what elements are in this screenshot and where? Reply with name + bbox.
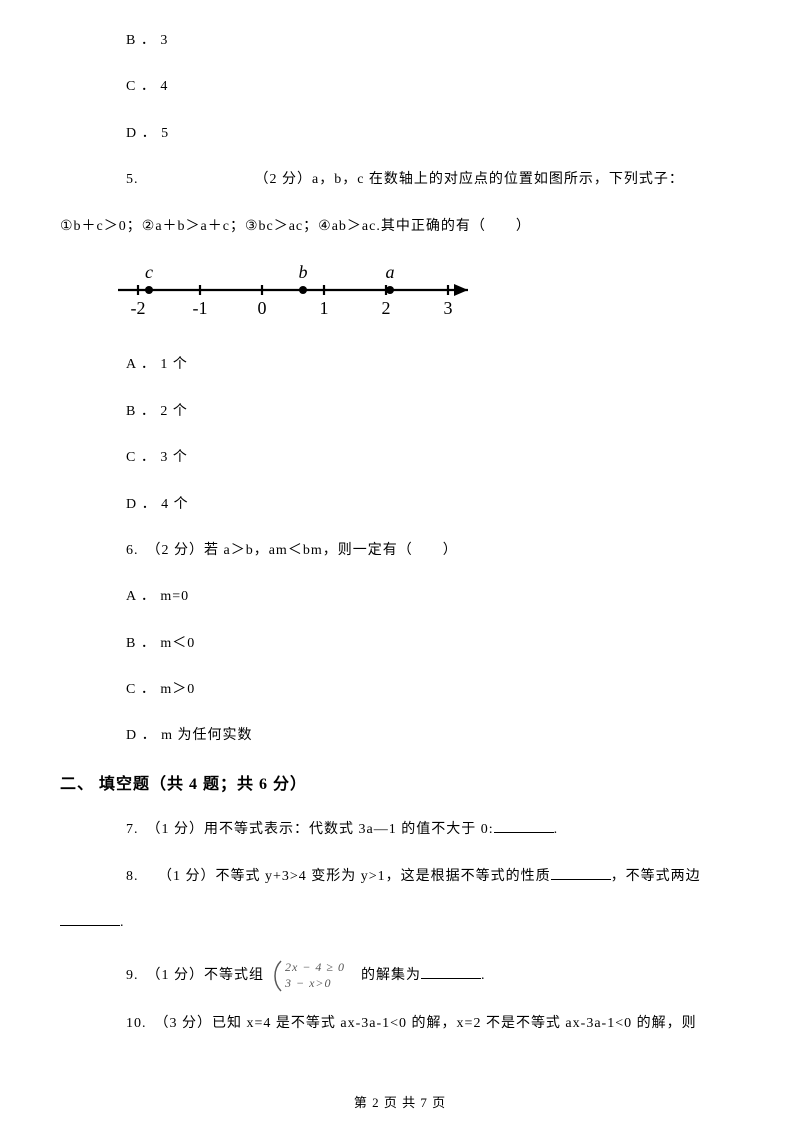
q5-option-b: B ． 2 个: [60, 401, 740, 423]
ineq-bottom: 3 − x>0: [284, 976, 332, 990]
ineq-top: 2x − 4 ≥ 0: [285, 960, 345, 974]
q4-option-b: B ． 3: [60, 30, 740, 52]
q8-line2: .: [60, 912, 740, 934]
q7: 7. （1 分）用不等式表示：代数式 3a—1 的值不大于 0:.: [60, 819, 740, 841]
q5-line2: ①b＋c＞0；②a＋b＞a＋c；③bc＞ac；④ab＞ac.其中正确的有（ ）: [60, 216, 740, 238]
q5-option-c: C ． 3 个: [60, 447, 740, 469]
q8-blank2: [60, 912, 120, 926]
q8-line1: 8. （1 分）不等式 y+3>4 变形为 y>1，这是根据不等式的性质 ，不等式…: [60, 866, 740, 888]
q6-option-a: A ． m=0: [60, 586, 740, 608]
q4-option-c: C ． 4: [60, 76, 740, 98]
q9-suffix: .: [481, 968, 486, 983]
q6-option-c: C ． m＞0: [60, 679, 740, 701]
svg-text:c: c: [145, 262, 153, 282]
svg-text:-1: -1: [193, 298, 208, 318]
q5-option-d: D ． 4 个: [60, 494, 740, 516]
q7-blank: [494, 819, 554, 833]
q10: 10. （3 分）已知 x=4 是不等式 ax-3a-1<0 的解，x=2 不是…: [60, 1013, 740, 1035]
q5-num: 5.: [126, 172, 139, 187]
svg-text:3: 3: [444, 298, 453, 318]
q9-mid: 的解集为: [357, 968, 422, 983]
q5-option-a: A ． 1 个: [60, 354, 740, 376]
svg-text:2: 2: [382, 298, 391, 318]
number-line-figure: -2 -1 0 1 2 3 c b a: [60, 262, 740, 328]
svg-text:0: 0: [258, 298, 267, 318]
page-footer: 第 2 页 共 7 页: [0, 1093, 800, 1114]
q6-option-b: B ． m＜0: [60, 633, 740, 655]
q6-text: 6. （2 分）若 a＞b，am＜bm，则一定有（ ）: [60, 540, 740, 562]
q8-mid: ，不等式两边: [611, 869, 701, 884]
q5-line1: 5. （2 分）a，b，c 在数轴上的对应点的位置如图所示，下列式子：: [60, 169, 740, 191]
q6-option-d: D ． m 为任何实数: [60, 725, 740, 747]
svg-text:a: a: [386, 262, 395, 282]
q8-suffix: .: [120, 915, 125, 930]
q5-text1: （2 分）a，b，c 在数轴上的对应点的位置如图所示，下列式子：: [255, 172, 684, 187]
q9-blank: [421, 965, 481, 979]
section2-title: 二、 填空题（共 4 题；共 6 分）: [60, 772, 740, 798]
svg-text:-2: -2: [131, 298, 146, 318]
q7-prefix: 7. （1 分）用不等式表示：代数式 3a—1 的值不大于 0:: [126, 822, 494, 837]
q4-option-d: D ． 5: [60, 123, 740, 145]
inequality-system-icon: 2x − 4 ≥ 0 3 − x>0: [273, 959, 353, 993]
q7-suffix: .: [554, 822, 559, 837]
svg-text:1: 1: [320, 298, 329, 318]
q9-prefix: 9. （1 分）不等式组: [126, 968, 269, 983]
q8-blank1: [551, 866, 611, 880]
q9: 9. （1 分）不等式组 2x − 4 ≥ 0 3 − x>0 的解集为.: [60, 959, 740, 993]
q8-prefix: 8. （1 分）不等式 y+3>4 变形为 y>1，这是根据不等式的性质: [126, 869, 551, 884]
svg-text:b: b: [299, 262, 308, 282]
